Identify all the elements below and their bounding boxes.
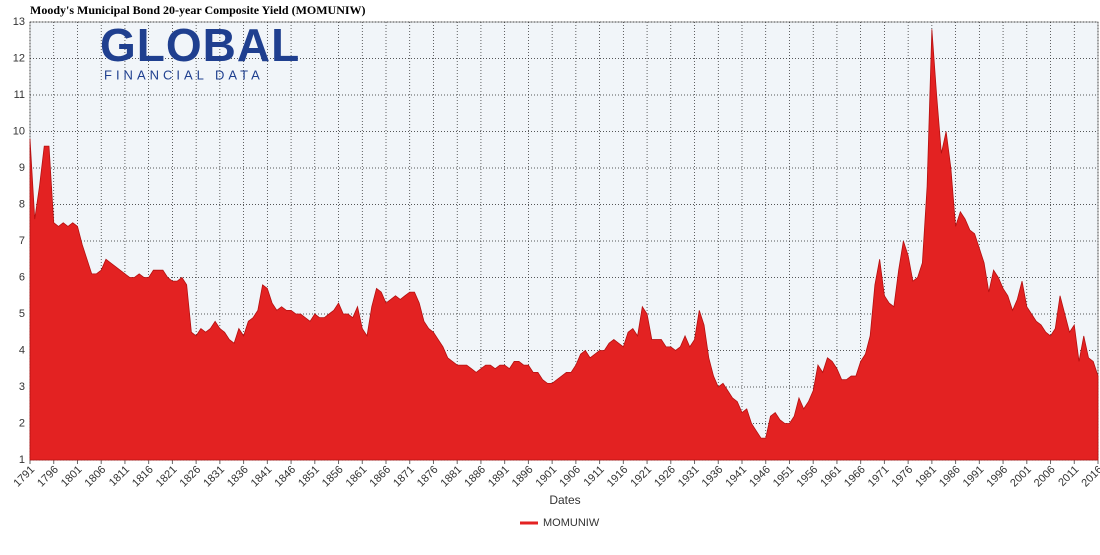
x-tick-label: 2011 [1056, 464, 1081, 489]
x-tick-label: 1931 [676, 464, 702, 490]
x-tick-label: 2016 [1079, 464, 1100, 490]
x-tick-label: 1866 [367, 464, 393, 490]
x-tick-label: 2001 [1008, 464, 1034, 490]
x-tick-label: 1966 [842, 464, 868, 490]
area [29, 29, 1099, 461]
y-tick-label: 12 [13, 52, 25, 64]
x-axis-label: Dates [549, 493, 580, 507]
x-tick-label: 1916 [605, 464, 631, 490]
x-tick-label: 1961 [818, 464, 844, 490]
x-tick-label: 1816 [130, 464, 156, 490]
y-tick-label: 10 [13, 125, 25, 137]
x-tick-label: 1811 [107, 464, 132, 489]
y-tick-label: 2 [19, 417, 25, 429]
x-tick-label: 1986 [937, 464, 963, 490]
y-tick-label: 13 [13, 16, 25, 28]
logo-tagline: FINANCIAL DATA [104, 67, 264, 82]
x-tick-label: 1791 [11, 464, 37, 490]
x-tick-label: 2006 [1032, 464, 1058, 490]
x-tick-label: 1796 [35, 464, 61, 490]
x-tick-label: 1856 [320, 464, 346, 490]
x-tick-label: 1871 [391, 464, 417, 490]
x-tick-label: 1851 [296, 464, 322, 490]
x-tick-label: 1941 [723, 464, 749, 490]
y-tick-label: 9 [19, 162, 25, 174]
x-tick-label: 1921 [628, 464, 654, 490]
x-tick-label: 1881 [439, 464, 465, 490]
y-tick-label: 6 [19, 271, 25, 283]
x-tick-label: 1896 [510, 464, 536, 490]
x-tick-label: 1836 [225, 464, 251, 490]
x-tick-label: 1926 [652, 464, 678, 490]
x-tick-label: 1841 [249, 464, 275, 490]
chart-title: Moody's Municipal Bond 20-year Composite… [30, 3, 366, 17]
x-tick-label: 1846 [272, 464, 298, 490]
x-tick-label: 1946 [747, 464, 773, 490]
x-tick-label: 1901 [534, 464, 560, 490]
y-tick-label: 8 [19, 198, 25, 210]
x-tick-label: 1996 [984, 464, 1010, 490]
y-tick-label: 11 [14, 89, 25, 101]
legend-label: MOMUNIW [543, 517, 600, 529]
x-tick-label: 1886 [462, 464, 488, 490]
y-tick-label: 5 [19, 308, 25, 320]
x-tick-label: 1906 [557, 464, 583, 490]
x-tick-label: 1861 [344, 464, 370, 490]
x-tick-label: 1826 [178, 464, 204, 490]
y-tick-label: 3 [19, 381, 25, 393]
x-tick-label: 1991 [961, 464, 987, 490]
x-tick-label: 1981 [913, 464, 939, 490]
x-tick-label: 1951 [771, 464, 797, 490]
logo-word: GLOBAL [100, 19, 300, 71]
y-tick-label: 7 [19, 235, 25, 247]
x-tick-label: 1936 [700, 464, 726, 490]
x-tick-label: 1891 [486, 464, 512, 490]
x-tick-label: 1821 [154, 464, 180, 490]
x-tick-label: 1876 [415, 464, 441, 490]
x-tick-label: 1831 [201, 464, 227, 490]
x-tick-label: 1801 [59, 464, 85, 490]
y-tick-label: 1 [19, 454, 25, 466]
x-tick-label: 1911 [582, 464, 607, 489]
x-tick-label: 1956 [795, 464, 821, 490]
x-tick-label: 1806 [83, 464, 109, 490]
x-tick-label: 1976 [890, 464, 916, 490]
x-tick-label: 1971 [866, 464, 892, 490]
y-tick-label: 4 [19, 344, 25, 356]
